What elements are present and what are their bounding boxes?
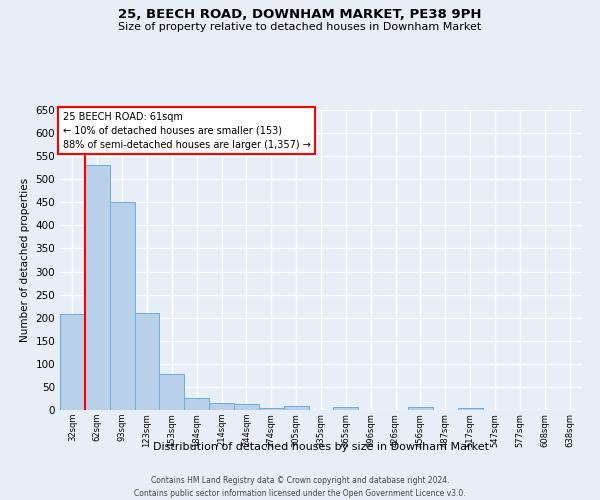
Bar — [334, 407, 358, 410]
Bar — [134, 313, 160, 410]
Bar — [184, 398, 209, 410]
Bar — [209, 403, 234, 410]
Text: 25 BEECH ROAD: 61sqm
← 10% of detached houses are smaller (153)
88% of semi-deta: 25 BEECH ROAD: 61sqm ← 10% of detached h… — [62, 112, 310, 150]
Y-axis label: Number of detached properties: Number of detached properties — [20, 178, 30, 342]
Bar — [458, 408, 482, 410]
Text: Contains HM Land Registry data © Crown copyright and database right 2024.
Contai: Contains HM Land Registry data © Crown c… — [134, 476, 466, 498]
Bar — [110, 202, 134, 410]
Text: Distribution of detached houses by size in Downham Market: Distribution of detached houses by size … — [153, 442, 489, 452]
Bar — [85, 166, 110, 410]
Bar — [408, 407, 433, 410]
Bar — [234, 404, 259, 410]
Bar — [60, 314, 85, 410]
Bar — [259, 408, 284, 410]
Text: Size of property relative to detached houses in Downham Market: Size of property relative to detached ho… — [118, 22, 482, 32]
Bar — [284, 406, 308, 410]
Bar — [160, 374, 184, 410]
Text: 25, BEECH ROAD, DOWNHAM MARKET, PE38 9PH: 25, BEECH ROAD, DOWNHAM MARKET, PE38 9PH — [118, 8, 482, 20]
